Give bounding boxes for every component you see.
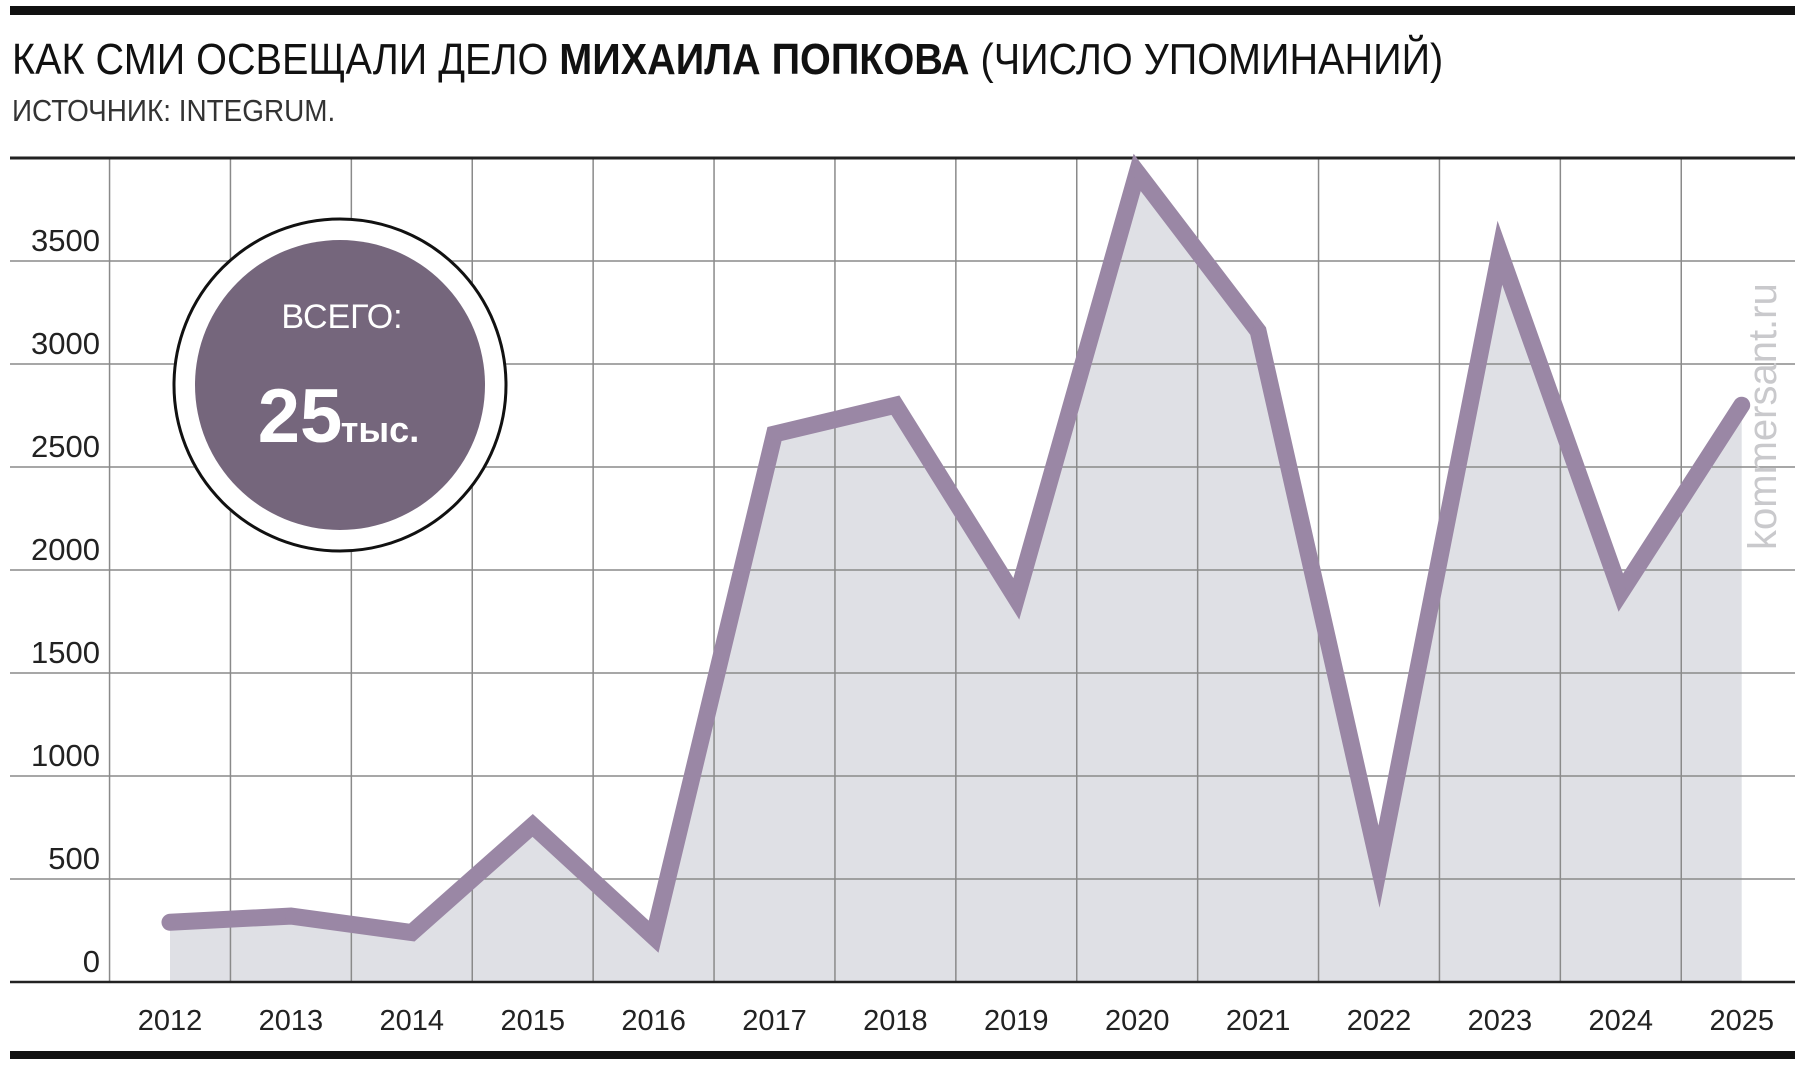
y-tick-label: 1500 — [31, 635, 100, 670]
y-axis-ticks: 0 500 1000 1500 2000 2500 3000 3500 — [31, 223, 100, 979]
watermark: kommersant.ru — [1741, 283, 1785, 550]
source-note: ИСТОЧНИК: INTEGRUM. — [12, 93, 336, 128]
x-axis-ticks: 2012 2013 2014 2015 2016 2017 2018 2019 2020 2021… — [138, 1005, 1774, 1037]
data-point — [164, 916, 176, 929]
y-tick-label: 3500 — [31, 223, 100, 258]
data-point — [526, 819, 539, 832]
data-point — [889, 399, 902, 412]
top-rule — [10, 6, 1795, 15]
y-tick-label: 1000 — [31, 738, 100, 773]
data-point — [1252, 325, 1265, 338]
badge-value: 25 — [258, 374, 343, 459]
x-tick-label: 2023 — [1468, 1005, 1533, 1037]
x-tick-label: 2024 — [1589, 1005, 1654, 1037]
x-tick-label: 2015 — [500, 1005, 565, 1037]
total-badge: ВСЕГО: 25 тыс. — [172, 217, 508, 553]
data-point — [768, 428, 781, 441]
y-tick-label: 2000 — [31, 532, 100, 567]
x-tick-label: 2021 — [1226, 1005, 1291, 1037]
data-point — [405, 926, 418, 939]
x-tick-label: 2018 — [863, 1005, 928, 1037]
data-point — [1010, 592, 1023, 605]
data-point — [1614, 586, 1627, 599]
x-tick-label: 2017 — [742, 1005, 807, 1037]
x-tick-label: 2025 — [1709, 1005, 1774, 1037]
badge-label: ВСЕГО: — [281, 298, 402, 336]
y-tick-label: 3000 — [31, 326, 100, 361]
chart-title: КАК СМИ ОСВЕЩАЛИ ДЕЛО МИХАИЛА ПОПКОВА (Ч… — [12, 34, 1443, 86]
badge-circle — [195, 240, 485, 530]
series-line-layer — [161, 153, 1751, 953]
x-tick-label: 2013 — [259, 1005, 324, 1037]
y-tick-label: 500 — [48, 841, 100, 876]
data-point — [1735, 399, 1748, 412]
x-tick-label: 2020 — [1105, 1005, 1170, 1037]
data-point — [284, 910, 297, 923]
title-name: МИХАИЛА ПОПКОВА — [559, 35, 970, 84]
data-point — [1493, 246, 1506, 259]
y-tick-label: 2500 — [31, 429, 100, 464]
x-tick-label: 2014 — [380, 1005, 445, 1037]
y-tick-label: 0 — [83, 944, 100, 979]
data-point — [1131, 166, 1144, 179]
badge-unit: тыс. — [341, 409, 419, 450]
title-prefix: КАК СМИ ОСВЕЩАЛИ ДЕЛО — [12, 35, 560, 84]
bottom-rule — [10, 1051, 1795, 1059]
x-tick-label: 2022 — [1347, 1005, 1412, 1037]
data-point — [1373, 860, 1385, 873]
x-tick-label: 2019 — [984, 1005, 1049, 1037]
title-suffix: (ЧИСЛО УПОМИНАНИЙ) — [969, 35, 1444, 84]
data-point — [647, 930, 660, 943]
series-line — [161, 153, 1751, 953]
x-tick-label: 2012 — [138, 1005, 203, 1037]
x-tick-label: 2016 — [621, 1005, 686, 1037]
